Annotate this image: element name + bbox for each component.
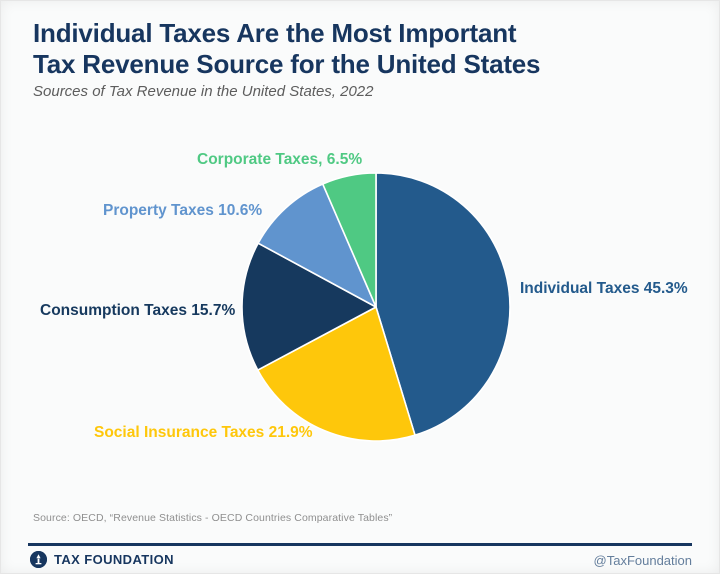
label-corporate-taxes: Corporate Taxes, 6.5% <box>197 151 363 168</box>
pie-slice-social-insurance-taxes <box>256 306 416 442</box>
page-title: Individual Taxes Are the Most Important … <box>33 18 541 80</box>
social-handle: @TaxFoundation <box>593 553 692 568</box>
pie-slice-corporate-taxes <box>321 172 377 308</box>
label-property-taxes: Property Taxes 10.6% <box>103 202 263 219</box>
footer-divider <box>28 543 692 546</box>
pie-slice-consumption-taxes <box>241 242 377 371</box>
brand-name: TAX FOUNDATION <box>54 552 174 567</box>
title-line-1: Individual Taxes Are the Most Important <box>33 18 517 48</box>
chart-subtitle: Sources of Tax Revenue in the United Sta… <box>33 83 374 100</box>
brand-lockup: TAX FOUNDATION <box>30 551 174 568</box>
pie-slice-individual-taxes <box>375 172 511 436</box>
tax-foundation-logo-icon <box>30 551 47 568</box>
label-individual-taxes: Individual Taxes 45.3% <box>520 280 688 297</box>
label-social-insurance-taxes: Social Insurance Taxes 21.9% <box>94 424 313 441</box>
pie-slice-property-taxes <box>257 183 377 308</box>
title-line-2: Tax Revenue Source for the United States <box>33 49 541 79</box>
source-note: Source: OECD, “Revenue Statistics - OECD… <box>33 512 393 524</box>
label-consumption-taxes: Consumption Taxes 15.7% <box>40 302 236 319</box>
